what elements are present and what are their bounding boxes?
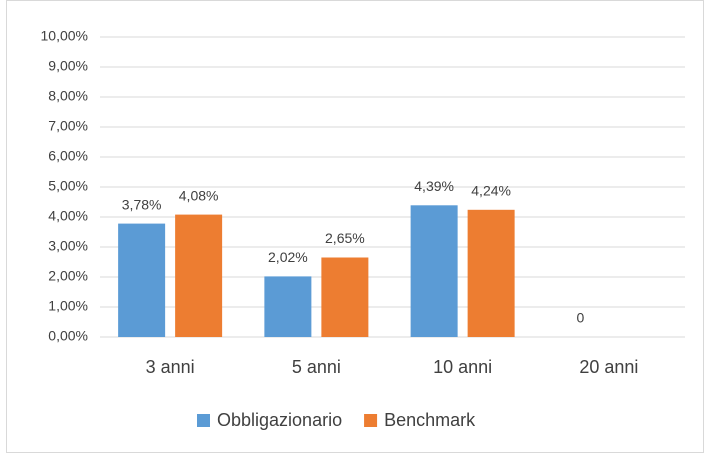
bar <box>118 223 166 337</box>
y-tick-label: 1,00% <box>48 298 88 314</box>
bar <box>410 205 458 337</box>
data-label: 4,39% <box>414 178 454 194</box>
data-label: 3,78% <box>122 196 162 212</box>
x-tick-label: 20 anni <box>579 357 638 377</box>
legend-swatch <box>197 414 210 427</box>
y-tick-label: 3,00% <box>48 238 88 254</box>
data-label: 4,08% <box>179 187 219 203</box>
data-label: 4,24% <box>471 183 511 199</box>
legend-label: Benchmark <box>384 410 476 430</box>
bar <box>467 209 515 337</box>
data-label: 2,65% <box>325 230 365 246</box>
y-tick-label: 0,00% <box>48 328 88 344</box>
y-tick-label: 4,00% <box>48 208 88 224</box>
y-tick-label: 2,00% <box>48 268 88 284</box>
x-tick-label: 10 anni <box>433 357 492 377</box>
legend-label: Obbligazionario <box>217 410 342 430</box>
data-label: 0 <box>576 310 584 326</box>
chart-frame <box>6 0 704 453</box>
data-label: 2,02% <box>268 249 308 265</box>
y-tick-label: 5,00% <box>48 178 88 194</box>
y-tick-label: 6,00% <box>48 148 88 164</box>
x-tick-label: 5 anni <box>292 357 341 377</box>
y-tick-label: 9,00% <box>48 58 88 74</box>
bar <box>264 276 312 337</box>
y-tick-label: 7,00% <box>48 118 88 134</box>
bar <box>175 214 223 337</box>
y-tick-label: 10,00% <box>41 28 88 44</box>
bar <box>321 257 369 337</box>
y-tick-label: 8,00% <box>48 88 88 104</box>
legend-swatch <box>364 414 378 427</box>
x-tick-label: 3 anni <box>146 357 195 377</box>
